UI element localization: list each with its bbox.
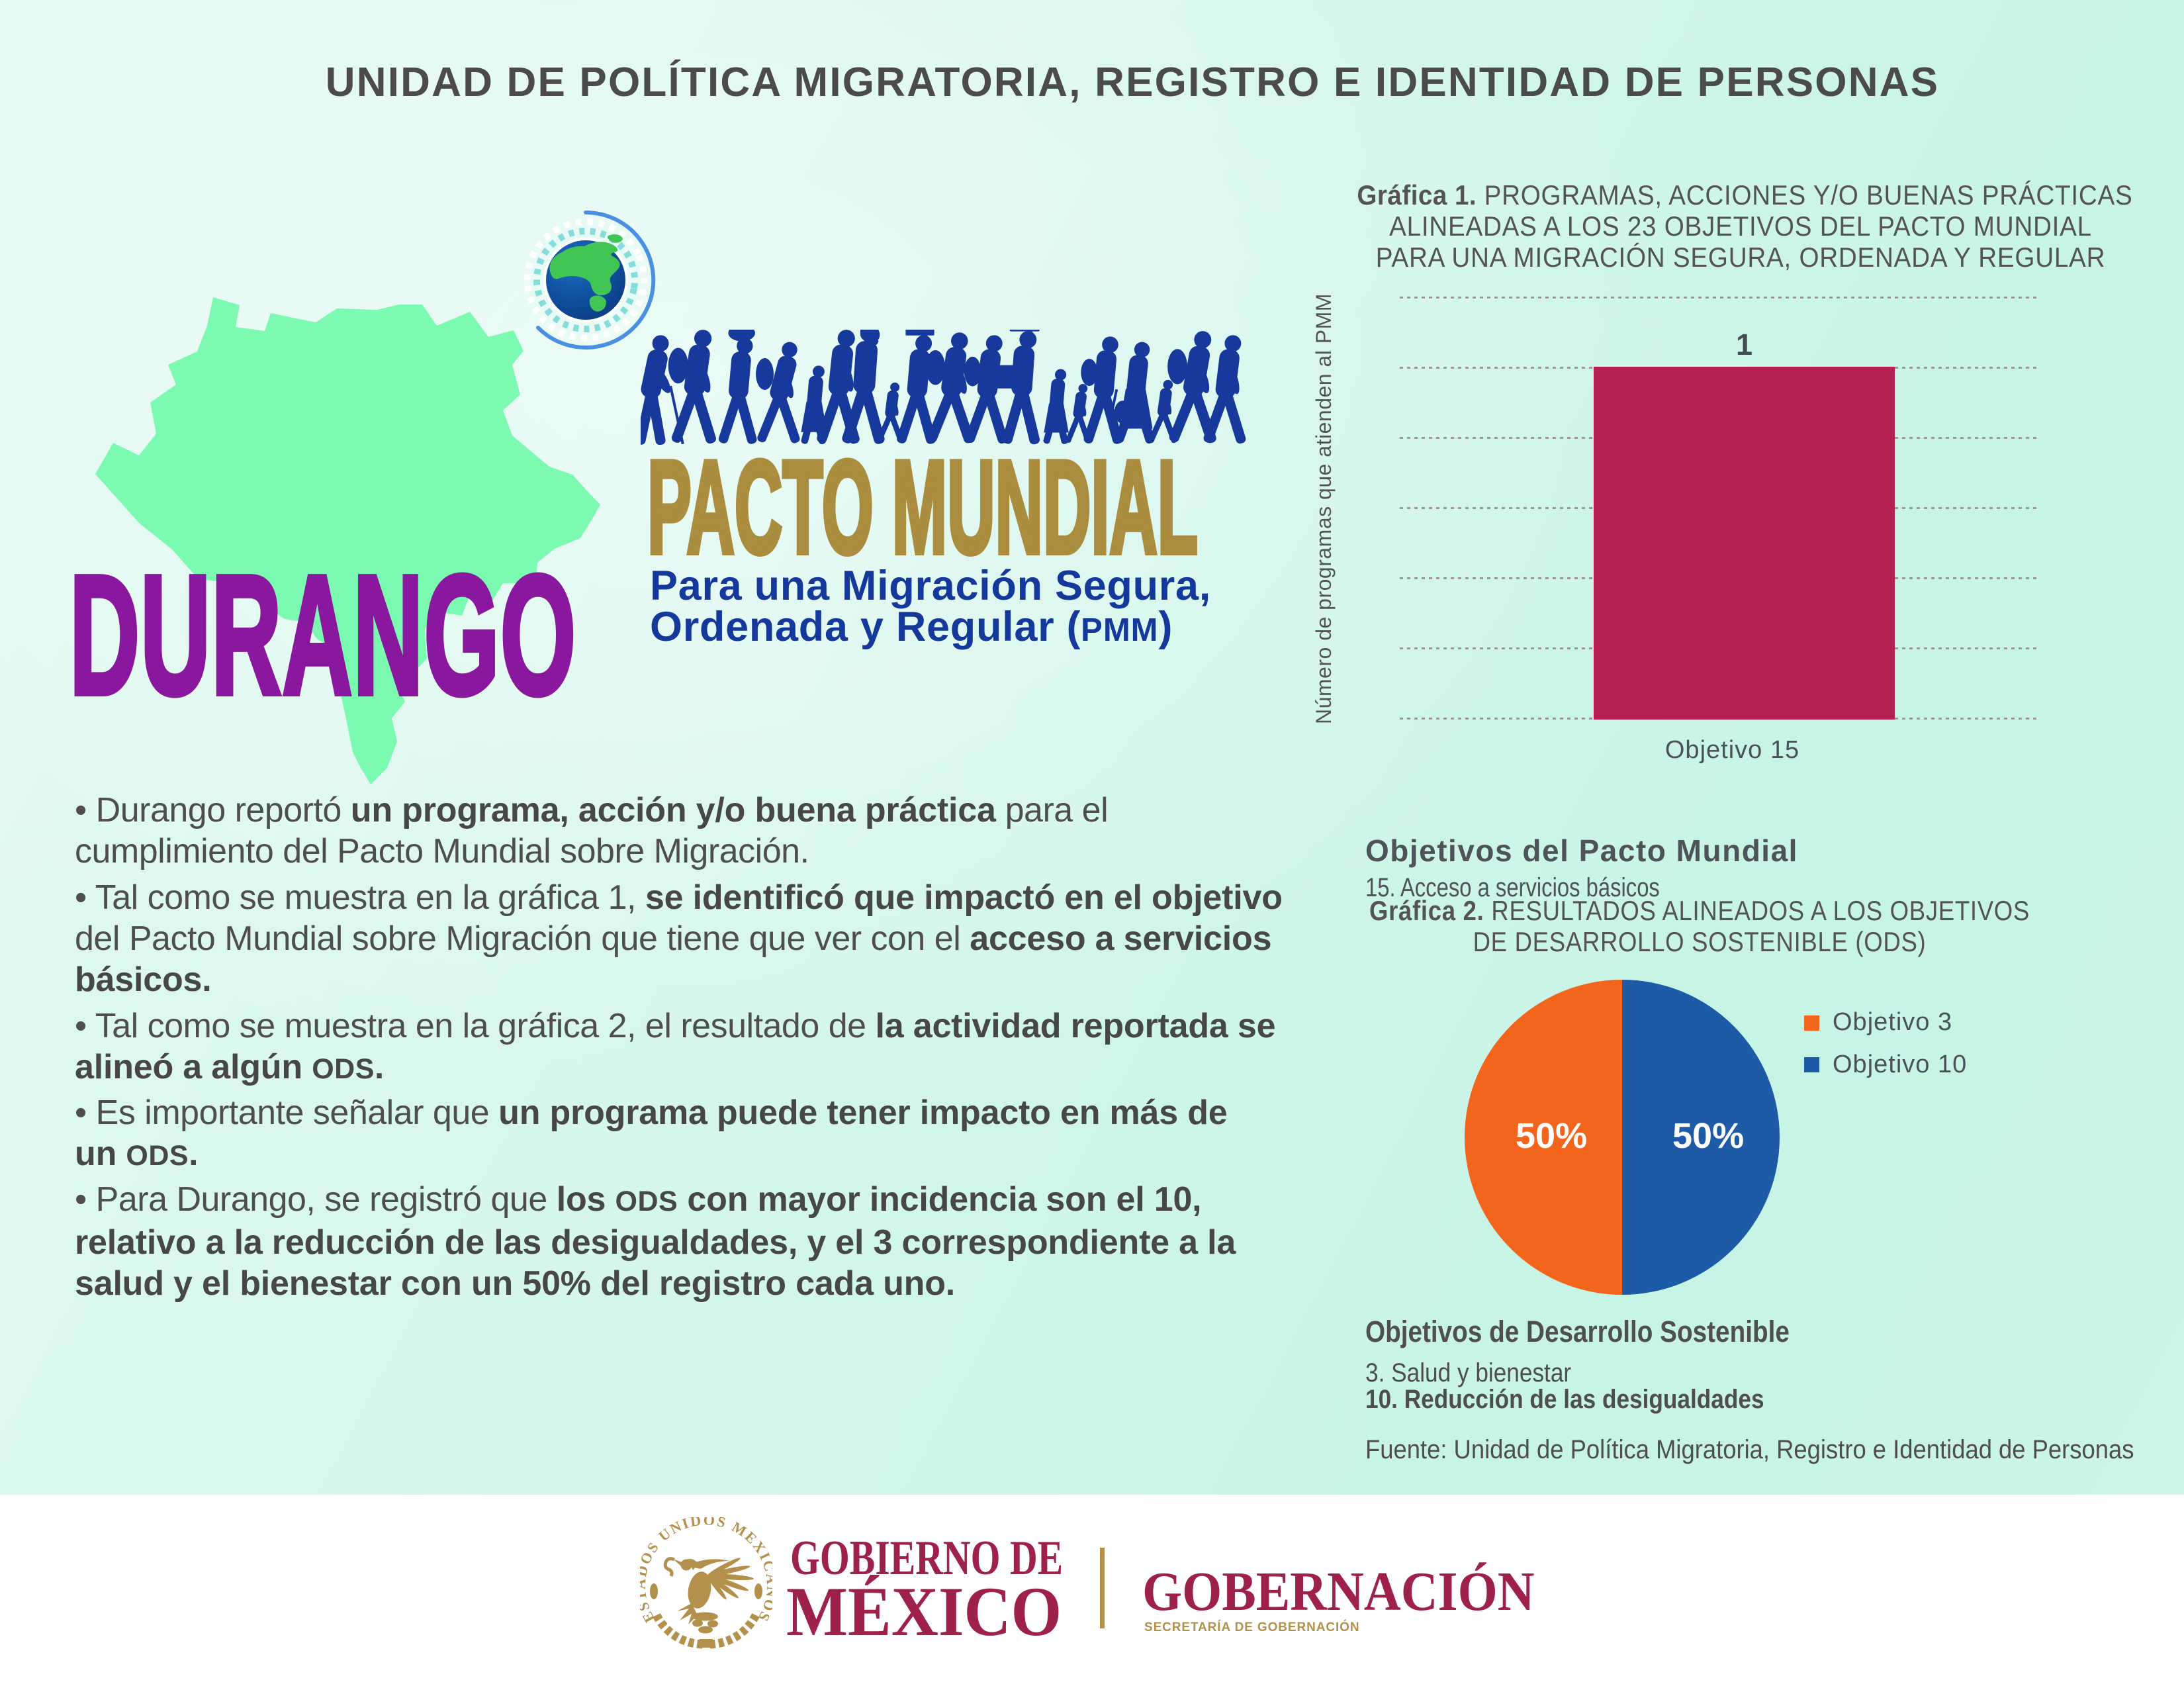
svg-text:PACTO MUNDIAL: PACTO MUNDIAL (647, 450, 1198, 566)
svg-text:ESTADOS UNIDOS MEXICANOS: ESTADOS UNIDOS MEXICANOS (640, 1517, 772, 1626)
